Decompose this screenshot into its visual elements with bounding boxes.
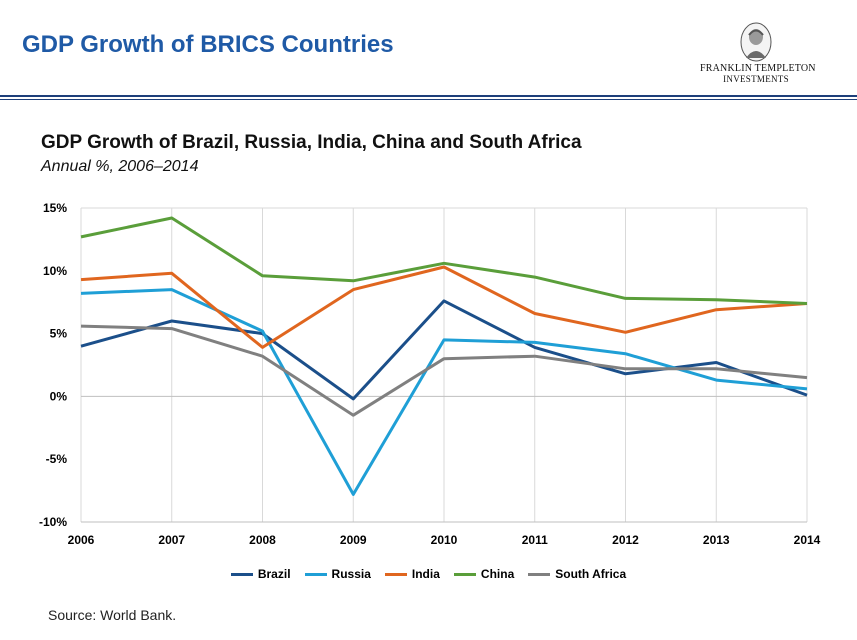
x-tick-label: 2013 <box>703 533 730 547</box>
y-tick-label: 15% <box>43 201 67 215</box>
legend-item-india: India <box>384 567 440 581</box>
header-rule-thin <box>0 99 857 100</box>
series-line-russia <box>80 288 808 496</box>
chart-subtitle: Annual %, 2006–2014 <box>41 158 199 175</box>
x-tick-label: 2006 <box>68 533 95 547</box>
logo-text-line2: INVESTMENTS <box>723 74 789 84</box>
x-tick-label: 2014 <box>794 533 821 547</box>
legend-item-south-africa: South Africa <box>528 567 626 581</box>
chart-title: GDP Growth of Brazil, Russia, India, Chi… <box>41 132 582 153</box>
y-tick-label: 10% <box>43 264 67 278</box>
series-line-south-africa <box>80 324 808 417</box>
legend-swatch <box>528 572 551 576</box>
company-logo: FRANKLIN TEMPLETON INVESTMENTS <box>700 22 816 84</box>
y-tick-label: -5% <box>46 452 68 466</box>
series-line-brazil <box>80 299 808 401</box>
page-title: GDP Growth of BRICS Countries <box>22 31 394 58</box>
line-chart: 15% 10% 5% 0% -5% -10%2006 2007 2008 2009 2010 201… <box>39 201 821 547</box>
chart-legend: Brazil Russia India China South Africa <box>0 567 857 581</box>
x-tick-label: 2009 <box>340 533 367 547</box>
header-rule <box>0 95 857 97</box>
legend-swatch <box>304 572 327 576</box>
source-note: Source: World Bank. <box>48 607 177 623</box>
x-tick-label: 2010 <box>431 533 458 547</box>
legend-item-russia: Russia <box>304 567 371 581</box>
y-tick-label: 0% <box>50 389 68 403</box>
x-tick-label: 2012 <box>612 533 639 547</box>
x-tick-label: 2011 <box>522 533 548 547</box>
portrait-icon <box>740 22 772 62</box>
y-tick-label: -10% <box>39 515 67 529</box>
legend-swatch <box>384 572 407 576</box>
legend-swatch <box>230 572 253 576</box>
legend-label: South Africa <box>555 567 627 581</box>
legend-item-brazil: Brazil <box>230 567 291 581</box>
series-line-india <box>80 265 808 349</box>
legend-swatch <box>453 572 476 576</box>
legend-label: China <box>480 567 515 581</box>
legend-label: Brazil <box>257 567 291 581</box>
legend-label: Russia <box>331 567 371 581</box>
y-tick-label: 5% <box>50 327 68 341</box>
legend-label: India <box>411 567 440 581</box>
logo-text-line1: FRANKLIN TEMPLETON <box>700 63 816 74</box>
legend-item-china: China <box>453 567 515 581</box>
x-tick-label: 2007 <box>158 533 185 547</box>
series-line-china <box>80 216 808 305</box>
x-tick-label: 2008 <box>249 533 276 547</box>
